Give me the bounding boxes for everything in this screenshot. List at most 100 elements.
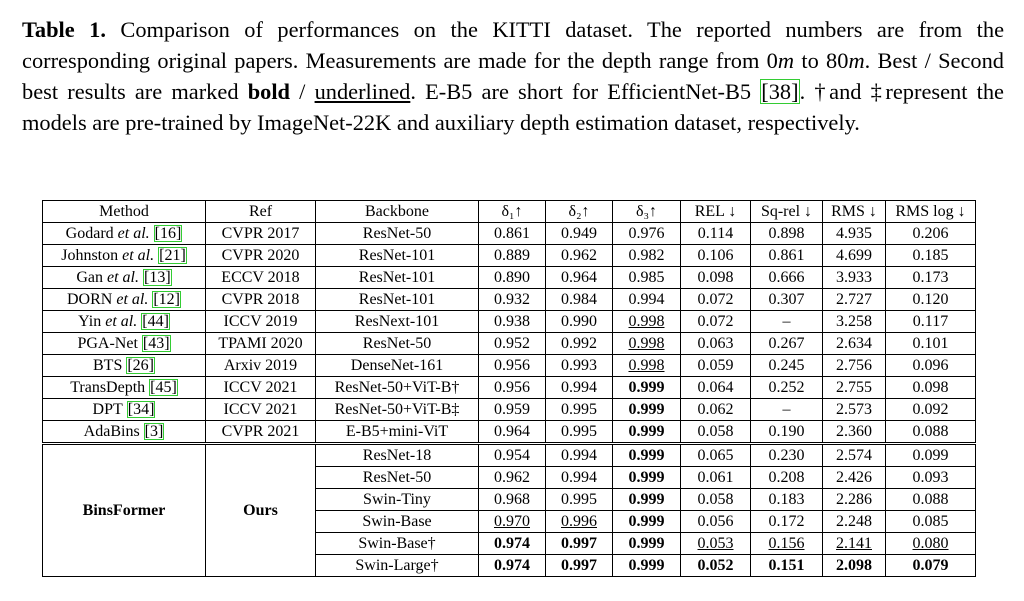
backbone: E-B5+mini-ViT [345, 422, 449, 440]
method-cell: Yin et al. [44] [42, 310, 206, 333]
value: 0.954 [494, 446, 530, 464]
value: 0.999 [628, 534, 665, 552]
caption-text: . †and ‡represent the models are pre-tra… [22, 79, 1004, 135]
value: 4.699 [836, 246, 872, 264]
caption-text: Comparison of performances on the KITTI … [22, 17, 1005, 73]
caption-text: underlined [314, 79, 411, 104]
backbone-cell: ResNet-50+ViT-B† [315, 376, 479, 399]
method-name: TransDepth [70, 378, 146, 396]
et-al: et al. [105, 312, 138, 330]
value: 0.890 [494, 268, 530, 286]
value-cell: 0.101 [885, 332, 976, 355]
value: 0.995 [561, 400, 597, 418]
backbone: ResNet-50 [362, 224, 432, 242]
value: 0.092 [912, 400, 949, 418]
header-cell: δ₂↑ [545, 200, 613, 223]
value-cell: 0.088 [885, 488, 976, 511]
ref: CVPR 2017 [221, 224, 300, 242]
value: 0.190 [768, 422, 805, 440]
value-cell: 0.092 [885, 398, 976, 421]
value: 0.093 [912, 468, 949, 486]
backbone: ResNet-50 [362, 468, 432, 486]
value: 0.956 [494, 378, 530, 396]
group-row: Swin-Tiny 0.968 0.995 0.999 0.058 0.183 2.286 0… [43, 488, 976, 511]
value: 0.052 [697, 556, 734, 574]
value: 0.120 [912, 290, 949, 308]
value-cell: 0.267 [750, 332, 823, 355]
value-cell: 0.998 [612, 332, 681, 355]
value: 0.995 [561, 422, 597, 440]
ref-cell: CVPR 2020 [205, 244, 316, 267]
value-cell: 0.995 [545, 398, 613, 421]
value-cell: 0.080 [885, 532, 976, 555]
backbone: ResNext-101 [354, 312, 440, 330]
value: 0.998 [628, 356, 665, 374]
value-cell: 0.990 [545, 310, 613, 333]
citation: [45] [149, 378, 178, 396]
method-name: DORN [67, 290, 113, 308]
value-cell: 0.185 [885, 244, 976, 267]
et-al: et al. [107, 268, 139, 286]
value-cell: 0.954 [478, 442, 546, 467]
value-cell: 2.286 [822, 488, 886, 511]
header-cell: δ₃↑ [612, 200, 681, 223]
value-cell: 0.984 [545, 288, 613, 311]
value: 0.938 [494, 312, 530, 330]
value: 0.061 [697, 468, 734, 486]
value-cell: 0.898 [750, 222, 823, 245]
value: 0.098 [912, 378, 949, 396]
method-name: Godard [65, 224, 114, 242]
value: 0.307 [768, 290, 805, 308]
value-cell: 0.088 [885, 420, 976, 444]
ref-cell: ECCV 2018 [205, 266, 316, 289]
backbone-cell: ResNext-101 [315, 310, 479, 333]
caption-text: . Best / Second best results are marked [22, 48, 1004, 104]
table-row: PGA-Net [43] TPAMI 2020 ResNet-50 0.952 0.992… [42, 332, 976, 355]
value: 0.898 [768, 224, 805, 242]
table-row: DORN et al. [12] CVPR 2018 ResNet-101 0.932 0.… [42, 288, 976, 311]
value: 0.080 [912, 534, 949, 552]
ref: CVPR 2021 [221, 422, 300, 440]
backbone: Swin-Large† [355, 556, 439, 574]
citation: [13] [143, 268, 172, 286]
value-cell: 2.426 [822, 466, 886, 489]
value-cell: 0.999 [612, 398, 681, 421]
value-cell: 0.056 [680, 510, 751, 533]
value: 2.574 [836, 446, 872, 464]
value-cell: 0.949 [545, 222, 613, 245]
value: 0.063 [697, 334, 734, 352]
ref: ICCV 2021 [223, 400, 298, 418]
value-cell: 0.052 [680, 554, 751, 577]
value-cell: 0.968 [478, 488, 546, 511]
value-cell: 0.992 [545, 332, 613, 355]
value: 2.248 [836, 512, 872, 530]
value: 2.098 [836, 556, 872, 574]
caption-text: . E-B5 are short for EfficientNet-B5 [410, 79, 761, 104]
citation: [12] [152, 290, 181, 308]
value: 0.185 [912, 246, 949, 264]
method-cell: DPT [34] [42, 398, 206, 421]
value: 0.252 [768, 378, 805, 396]
citation: [21] [158, 246, 187, 264]
value-cell: 0.999 [612, 532, 681, 555]
value-cell: 2.098 [822, 554, 886, 577]
value-cell: 0.156 [750, 532, 823, 555]
value: 0.999 [628, 400, 665, 418]
value-cell: 0.063 [680, 332, 751, 355]
value-cell: 0.061 [680, 466, 751, 489]
table-row: Yin et al. [44] ICCV 2019 ResNext-101 0.938 0.… [42, 310, 976, 333]
value: 0.206 [912, 224, 949, 242]
method-name: Yin [78, 312, 102, 330]
citation: [44] [141, 312, 170, 330]
method-cell: Johnston et al. [21] [42, 244, 206, 267]
value-cell: 0.964 [478, 420, 546, 444]
value: 0.959 [494, 400, 530, 418]
value-cell: 0.058 [680, 420, 751, 444]
value: 0.999 [628, 490, 665, 508]
group-row: BinsFormer Ours ResNet-18 0.954 0.994 0.999 0.… [42, 442, 976, 577]
value-cell: 0.974 [478, 554, 546, 577]
value-cell: 0.999 [612, 488, 681, 511]
value: 0.985 [628, 268, 665, 286]
value: 0.058 [697, 422, 734, 440]
value-cell: 0.982 [612, 244, 681, 267]
